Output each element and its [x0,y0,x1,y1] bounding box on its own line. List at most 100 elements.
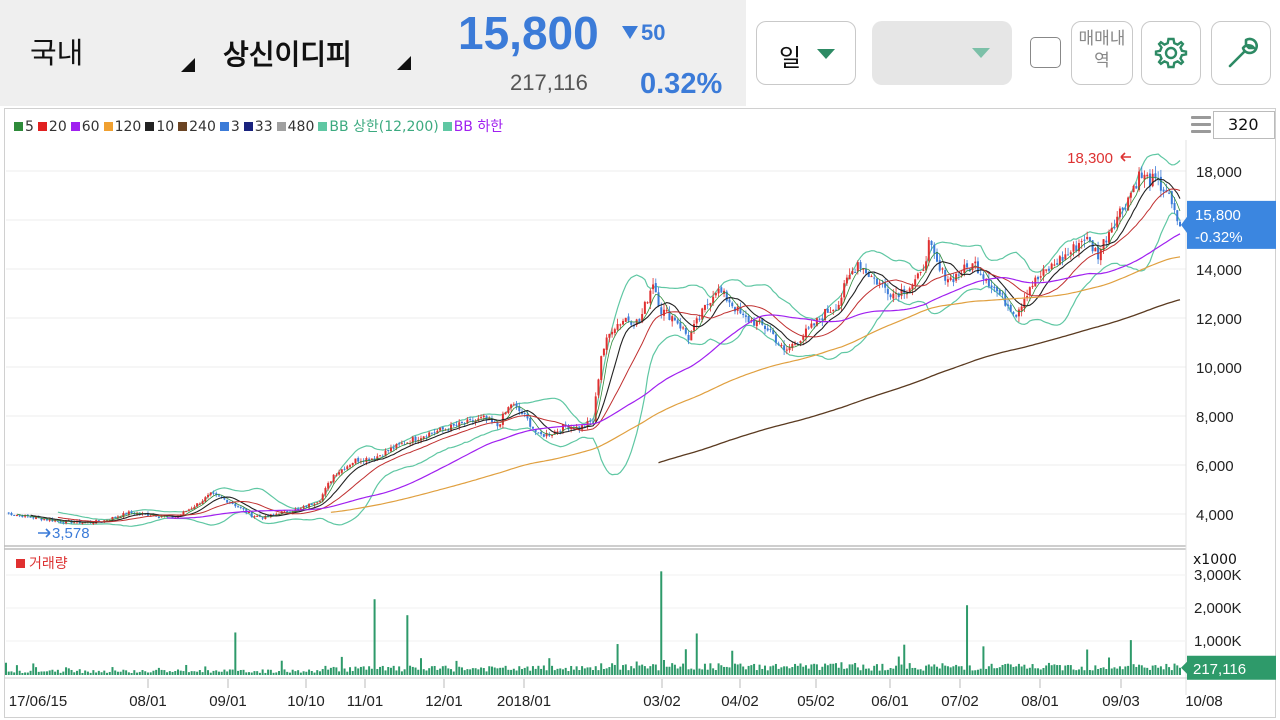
candle-body [187,509,190,511]
candle-body [966,263,969,268]
volume-bar [611,663,614,675]
volume-bar [474,668,477,675]
candle-body [693,323,696,331]
candle-body [676,320,679,324]
volume-bar [733,663,736,675]
volume-bar [1047,662,1050,675]
volume-bar [774,663,777,675]
volume-bar [51,669,54,675]
market-selector[interactable]: 국내 [0,0,200,106]
candle-body [783,345,786,351]
candle-body [389,447,392,452]
candle-body [829,311,832,313]
volume-bar [922,670,925,675]
settings-button[interactable] [1141,21,1201,85]
candle-body [955,273,958,281]
volume-bar [507,669,510,675]
volume-bar [589,667,592,675]
candle-body [370,458,373,461]
volume-bar [1075,670,1078,675]
volume-bar [1056,665,1059,675]
candle-body [714,292,717,296]
candle-body [84,522,87,524]
trade-history-button[interactable]: 매매내역 [1071,21,1133,85]
volume-bar [209,672,212,675]
candle-body [327,483,330,489]
volume-bar [788,668,791,675]
volume-bar [652,664,655,675]
candle-body [990,285,993,288]
volume-bar [570,665,573,675]
volume-bar [766,670,769,675]
candle-body [288,512,291,514]
volume-bar [758,664,761,675]
volume-bar [1083,670,1086,675]
tools-button[interactable] [1211,21,1271,85]
candle-body [1034,277,1037,287]
candle-body [622,320,625,325]
candle-body [613,329,616,333]
volume-bar [67,668,70,675]
volume-bar [843,668,846,675]
volume-bar [327,669,330,675]
chart-area[interactable] [4,108,1276,718]
volume-bar [359,666,362,675]
candle-body [62,522,65,524]
volume-bar [10,671,13,675]
candle-body [204,497,207,502]
volume-bar [854,662,857,675]
volume-bar [837,667,840,675]
volume-bar [608,667,611,675]
volume-bar [258,672,261,675]
volume-bar [127,672,130,675]
volume-bar [873,665,876,675]
candle-body [515,403,518,407]
volume-bar [187,672,190,675]
volume-bar [810,664,813,675]
candle-body [196,503,199,507]
volume-bar [744,669,747,675]
volume-bar [712,668,715,675]
volume-bar [288,672,291,675]
candle-body [335,475,338,477]
candle-body [29,516,32,518]
candle-body [1168,192,1171,194]
volume-bar [725,666,728,675]
candle-body [643,301,646,314]
volume-bar [166,672,169,675]
legend-swatch [178,122,188,131]
date-tick-label: 08/01 [1021,693,1059,710]
candle-body [15,514,18,516]
volume-bar [542,665,545,675]
hamburger-menu-icon[interactable] [1191,116,1211,136]
candle-body [114,517,117,519]
candle-body [867,271,870,277]
candle-body [1075,245,1078,252]
legend-item: 5 [14,119,34,135]
volume-bar [32,663,35,675]
candle-body [256,515,259,517]
candle-body [799,341,802,343]
candle-body [1127,197,1130,211]
candle-body [665,309,668,312]
gear-icon [1154,37,1188,69]
period-select[interactable]: 일 [756,21,856,85]
candle-body [638,318,641,324]
volume-bar [657,670,660,675]
volume-bar [534,668,537,675]
stock-selector[interactable]: 상신이디피 [205,0,415,106]
volume-bar [212,670,215,675]
candle-body [837,304,840,310]
trade-history-checkbox[interactable] [1030,37,1061,68]
candle-body [283,510,286,512]
volume-bar [237,670,240,675]
volume-bar [411,666,414,675]
candle-body [826,308,829,313]
period-count-input[interactable]: 320 [1213,111,1275,139]
indicator-select[interactable] [872,21,1012,85]
volume-bar [753,663,756,675]
volume-bar [45,671,48,675]
volume-bar [1170,670,1173,675]
candle-body [870,276,873,278]
